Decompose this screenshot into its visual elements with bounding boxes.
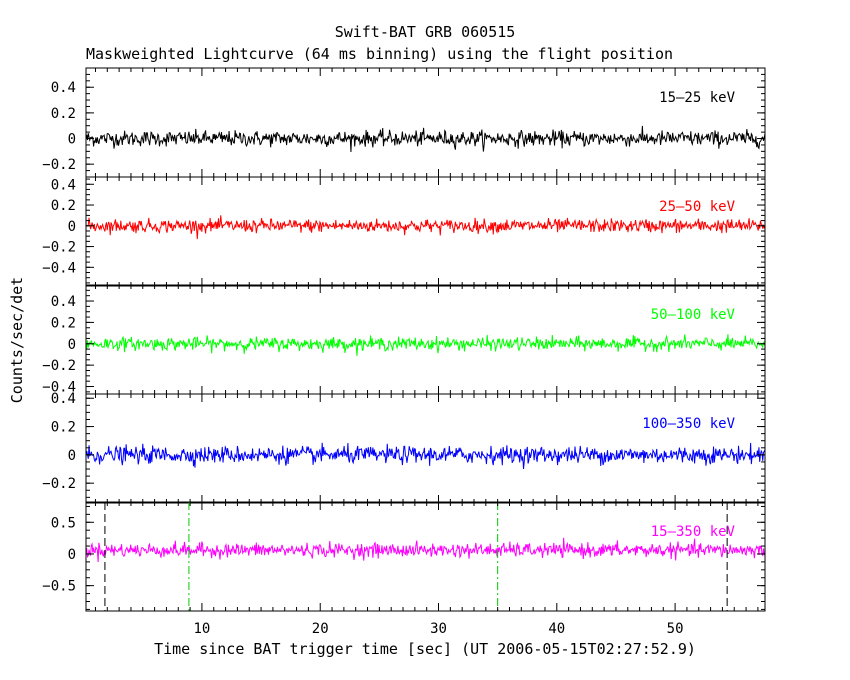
panel-frame bbox=[85, 176, 766, 287]
y-tick-label: 0 bbox=[68, 219, 76, 235]
y-tick-label: 0 bbox=[68, 448, 76, 464]
y-tick-label: 0.2 bbox=[51, 315, 76, 331]
y-tick-label: −0.5 bbox=[42, 579, 76, 595]
series-line-100-350-kev bbox=[86, 442, 765, 470]
band-label-50-100-kev: 50–100 keV bbox=[651, 307, 736, 323]
y-tick-label: 0.4 bbox=[51, 294, 76, 310]
chart-title: Swift-BAT GRB 060515 bbox=[335, 23, 516, 41]
x-tick-label: 20 bbox=[312, 621, 329, 637]
y-axis-label: Counts/sec/det bbox=[8, 277, 26, 403]
y-tick-label: −0.2 bbox=[42, 157, 76, 173]
y-tick-label: −0.2 bbox=[42, 476, 76, 492]
y-tick-label: 0.5 bbox=[51, 515, 76, 531]
panel-15-25-kev: −0.2 0 0.2 0.4 15–25 keV bbox=[42, 67, 766, 178]
y-tick-label: 0.4 bbox=[51, 391, 76, 407]
panel-frame bbox=[85, 393, 766, 504]
y-tick-label: −0.4 bbox=[42, 260, 76, 276]
y-tick-label: −0.2 bbox=[42, 358, 76, 374]
band-label-15-350-kev: 15–350 keV bbox=[651, 524, 736, 540]
y-tick-label: 0.2 bbox=[51, 106, 76, 122]
band-label-100-350-kev: 100–350 keV bbox=[642, 416, 735, 432]
y-tick-label: 0 bbox=[68, 337, 76, 353]
series-line-15-350-kev bbox=[86, 537, 765, 562]
panel-25-50-kev: −0.4 −0.2 0 0.2 0.4 25–50 keV bbox=[42, 176, 766, 287]
y-tick-label: −0.4 bbox=[42, 380, 76, 396]
x-tick-label: 10 bbox=[193, 621, 210, 637]
y-tick-label: 0.2 bbox=[51, 420, 76, 436]
panels-group: −0.2 0 0.2 0.4 15–25 keV −0.4 −0.2 0 0.2 0.4 25–50… bbox=[42, 67, 766, 637]
series-line-15-25-kev bbox=[86, 125, 765, 152]
series-line-25-50-kev bbox=[86, 215, 765, 240]
panel-frame bbox=[85, 501, 766, 612]
y-tick-label: 0 bbox=[68, 547, 76, 563]
y-tick-label: 0 bbox=[68, 132, 76, 148]
band-label-15-25-kev: 15–25 keV bbox=[659, 90, 735, 106]
series-line-50-100-kev bbox=[86, 334, 765, 356]
y-tick-label: −0.2 bbox=[42, 240, 76, 256]
x-axis-label: Time since BAT trigger time [sec] (UT 20… bbox=[154, 640, 696, 658]
y-tick-label: 0.4 bbox=[51, 177, 76, 193]
x-tick-label: 40 bbox=[548, 621, 565, 637]
panel-15-350-kev: −0.5 0 0.5 15–350 keV bbox=[42, 501, 766, 612]
panel-frame bbox=[85, 284, 766, 395]
chart-subtitle: Maskweighted Lightcurve (64 ms binning) … bbox=[86, 45, 673, 63]
x-tick-label: 30 bbox=[430, 621, 447, 637]
panel-frame bbox=[85, 67, 766, 178]
y-tick-label: 0.2 bbox=[51, 198, 76, 214]
panel-50-100-kev: −0.4 −0.2 0 0.2 0.4 50–100 keV bbox=[42, 284, 766, 396]
y-tick-label: 0.4 bbox=[51, 80, 76, 96]
x-tick-label: 50 bbox=[667, 621, 684, 637]
panel-100-350-kev: −0.2 0 0.2 0.4 100–350 keV bbox=[42, 391, 766, 504]
band-label-25-50-kev: 25–50 keV bbox=[659, 199, 735, 215]
